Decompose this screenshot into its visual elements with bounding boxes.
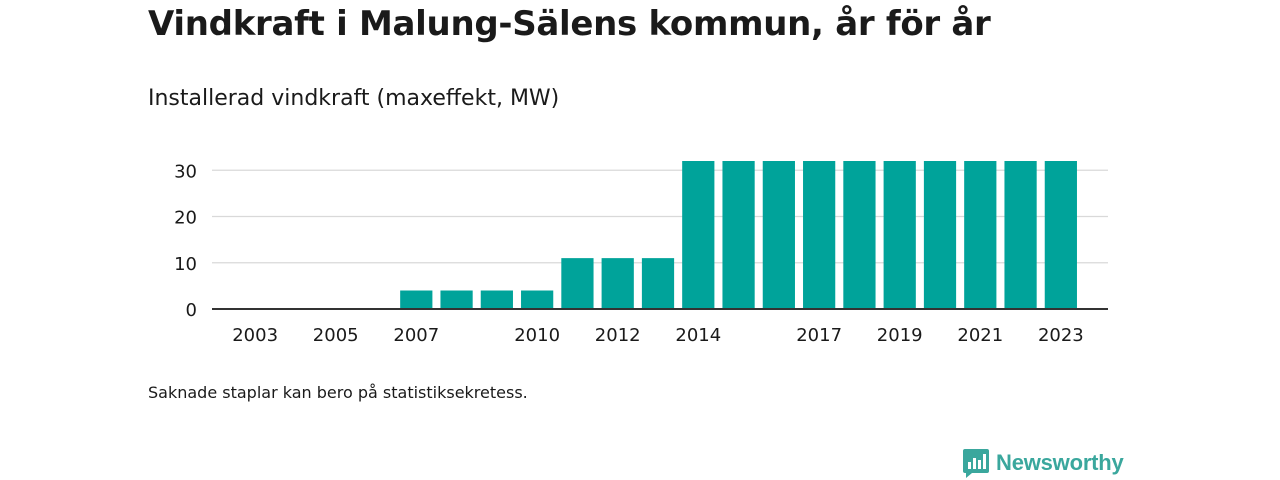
x-tick-label: 2017 — [796, 325, 842, 346]
x-tick-label: 2021 — [957, 325, 1003, 346]
bar-2022 — [1004, 161, 1037, 309]
x-tick-label: 2010 — [514, 325, 560, 346]
x-tick-label: 2023 — [1038, 325, 1084, 346]
brand-logo[interactable]: Newsworthy — [962, 447, 1124, 479]
bar-2018 — [843, 161, 876, 309]
newsworthy-logo-icon — [963, 449, 989, 478]
x-tick-label: 2005 — [313, 325, 359, 346]
bar-2013 — [641, 258, 675, 309]
bar-2021 — [964, 161, 997, 309]
bar-2010 — [521, 290, 554, 309]
bar-2016 — [762, 161, 795, 309]
y-tick-label: 30 — [174, 161, 197, 182]
x-tick-label: 2012 — [595, 325, 641, 346]
bar-2008 — [440, 290, 473, 309]
y-tick-label: 0 — [186, 300, 197, 321]
bar-2011 — [561, 258, 594, 309]
bar-2009 — [480, 290, 513, 309]
bar-2019 — [883, 161, 916, 309]
x-tick-label: 2014 — [675, 325, 721, 346]
x-tick-label: 2007 — [393, 325, 439, 346]
bar-2023 — [1044, 161, 1077, 309]
x-tick-label: 2019 — [877, 325, 923, 346]
y-tick-label: 10 — [174, 254, 197, 275]
bar-2015 — [722, 161, 755, 309]
y-tick-label: 20 — [174, 208, 197, 229]
page-title: Vindkraft i Malung-Sälens kommun, år för… — [148, 4, 991, 44]
x-tick-label: 2003 — [232, 325, 278, 346]
bar-2017 — [803, 161, 836, 309]
chart-subtitle: Installerad vindkraft (maxeffekt, MW) — [148, 86, 560, 111]
bar-2020 — [923, 161, 957, 309]
brand-name: Newsworthy — [996, 450, 1124, 475]
bar-2012 — [601, 258, 634, 309]
bar-2007 — [400, 290, 433, 309]
footnote: Saknade staplar kan bero på statistiksek… — [148, 383, 528, 402]
bar-2014 — [682, 161, 715, 309]
